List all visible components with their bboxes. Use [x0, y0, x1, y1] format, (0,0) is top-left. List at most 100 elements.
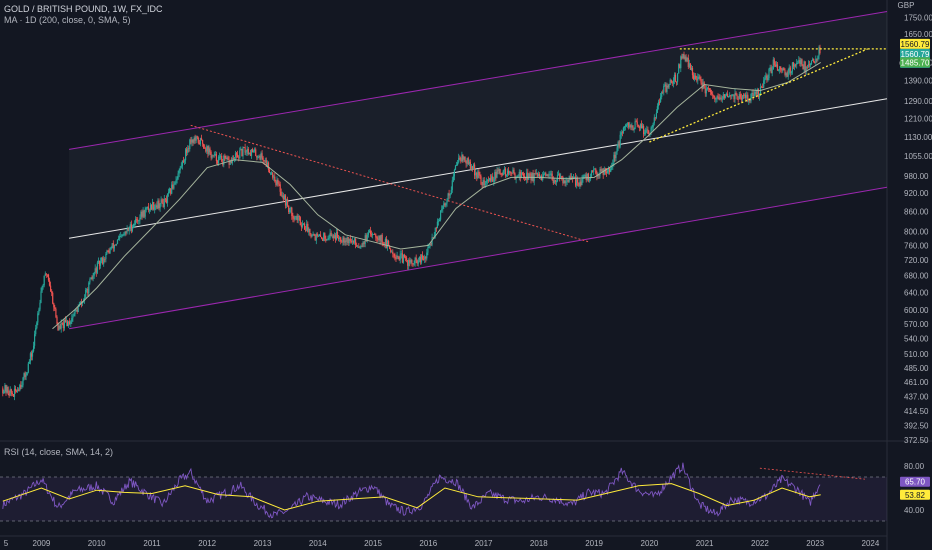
candle-body — [197, 137, 199, 143]
candle — [782, 67, 784, 73]
candle — [475, 169, 477, 180]
candle-body — [550, 173, 552, 175]
candle-body — [784, 70, 786, 75]
candle-body — [807, 64, 809, 67]
candle — [552, 176, 554, 185]
candle-body — [85, 290, 87, 298]
rsi-ma-value-tag: 53.82 — [900, 489, 930, 500]
candle — [101, 257, 103, 264]
candle-body — [779, 66, 781, 71]
candle-body — [223, 155, 225, 165]
candle — [189, 138, 191, 152]
candle-body — [486, 180, 488, 182]
candle — [592, 170, 594, 173]
candle-body — [814, 62, 816, 63]
candle — [329, 228, 331, 240]
candle — [28, 359, 30, 364]
candle-body — [795, 64, 797, 66]
candle-body — [23, 373, 25, 378]
candle — [711, 89, 713, 96]
candle-body — [188, 148, 190, 149]
candle-body — [210, 152, 212, 158]
candle — [771, 66, 773, 77]
candle-body — [679, 64, 681, 69]
candle — [714, 95, 716, 103]
candle — [513, 167, 515, 175]
candle — [761, 85, 763, 88]
candle — [270, 172, 272, 176]
candle — [590, 170, 593, 178]
candle-body — [217, 156, 220, 164]
candle-body — [442, 205, 444, 210]
candle-body — [689, 63, 691, 70]
candle-body — [428, 246, 430, 248]
candle-body — [504, 168, 507, 176]
candle-body — [681, 56, 683, 59]
candle-body — [194, 137, 196, 141]
candle-body — [776, 64, 779, 71]
ma-indicator-legend[interactable]: MA · 1D (200, close, 0, SMA, 5) — [4, 15, 131, 25]
candle-body — [358, 246, 360, 248]
candle — [457, 160, 459, 166]
candle-body — [307, 223, 309, 232]
symbol-title[interactable]: GOLD / BRITISH POUND, 1W, FX_IDC — [4, 4, 163, 14]
candle — [31, 349, 34, 361]
candle-body — [508, 170, 510, 174]
candle — [769, 64, 771, 72]
candle — [666, 82, 668, 95]
rsi-pane[interactable] — [0, 462, 887, 522]
candle — [785, 72, 787, 79]
time-axis[interactable]: 5 2009 2010 2011 2012 2013 2014 2015 2016 2017 201… — [4, 539, 880, 548]
candle — [545, 171, 547, 177]
candle — [128, 226, 130, 235]
candle — [481, 182, 483, 189]
candle-body — [425, 256, 427, 259]
candle-body — [4, 385, 6, 392]
candle — [367, 229, 369, 238]
candle-body — [545, 173, 547, 176]
candle-body — [297, 215, 299, 221]
candle — [689, 63, 691, 70]
candle — [391, 250, 393, 253]
rsi-axis[interactable]: 80.00 40.00 — [904, 462, 925, 515]
candlestick-series[interactable] — [2, 44, 821, 401]
candle — [3, 389, 5, 394]
candle-body — [381, 234, 383, 243]
candle — [745, 92, 747, 100]
candle — [768, 67, 770, 81]
candle-body — [139, 217, 141, 221]
candle-body — [683, 54, 685, 59]
candle — [279, 181, 281, 196]
candle — [444, 202, 446, 207]
rsi-indicator-legend[interactable]: RSI (14, close, SMA, 14, 2) — [4, 447, 114, 457]
candle — [454, 164, 457, 171]
candle — [747, 92, 749, 103]
candle — [359, 245, 361, 249]
candle-body — [600, 168, 602, 172]
candle-body — [244, 147, 246, 153]
candle-body — [596, 173, 598, 177]
rsi-line — [2, 462, 821, 519]
candle — [700, 76, 702, 85]
candle — [254, 147, 256, 153]
candle — [203, 143, 205, 149]
candle — [419, 254, 421, 265]
candle — [465, 160, 467, 168]
candle — [325, 235, 327, 243]
candle-body — [308, 228, 310, 233]
candle — [682, 53, 684, 59]
candle — [125, 230, 127, 236]
candle — [758, 93, 761, 101]
candle-body — [816, 58, 818, 60]
candle — [348, 238, 350, 246]
candle-body — [767, 78, 769, 81]
candle-body — [669, 79, 671, 85]
candle-body — [731, 94, 733, 96]
candle-body — [7, 387, 9, 394]
candle-body — [156, 205, 158, 209]
candle — [289, 207, 291, 214]
price-tick-label: 760.00 — [904, 241, 929, 250]
candle-body — [237, 154, 239, 158]
candle-body — [648, 133, 650, 135]
